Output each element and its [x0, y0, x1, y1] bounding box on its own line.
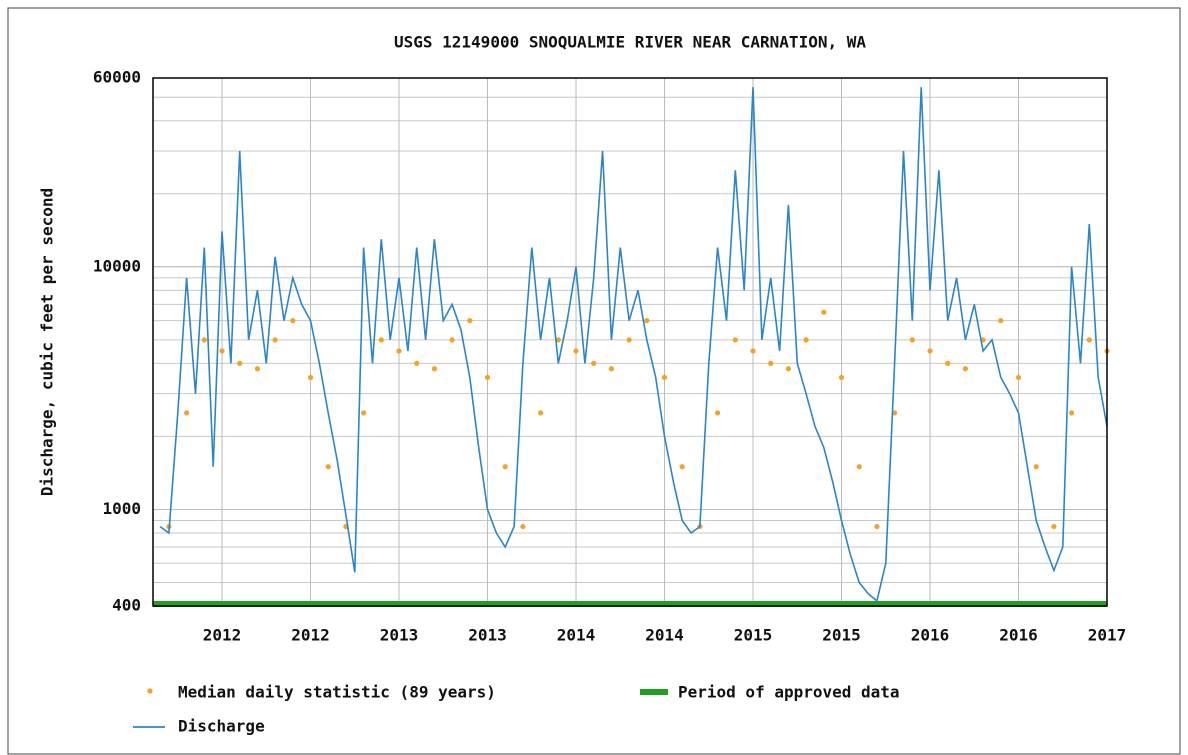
- median-point: [484, 374, 491, 381]
- median-point: [803, 337, 809, 343]
- median-point: [254, 366, 261, 372]
- median-point: [502, 464, 508, 470]
- median-point: [768, 360, 774, 366]
- x-tick-label: 2013: [468, 626, 507, 645]
- y-tick-label: 10000: [93, 256, 141, 275]
- median-point: [219, 348, 225, 354]
- median-point: [290, 318, 296, 324]
- median-point: [237, 360, 243, 366]
- median-point: [732, 337, 738, 343]
- discharge-line: [159, 87, 1108, 603]
- median-point: [201, 337, 207, 343]
- legend-label: Period of approved data: [678, 683, 900, 702]
- median-point: [1015, 374, 1022, 381]
- median-point: [396, 348, 402, 354]
- median-point: [520, 523, 526, 530]
- median-point: [538, 410, 544, 416]
- x-tick-label: 2017: [1088, 626, 1127, 645]
- y-tick-label: 1000: [102, 499, 141, 518]
- median-point: [856, 464, 862, 470]
- x-tick-label: 2016: [999, 626, 1038, 645]
- median-point: [378, 337, 384, 343]
- x-tick-label: 2015: [822, 626, 861, 645]
- median-point: [785, 366, 792, 372]
- median-point: [821, 309, 827, 315]
- x-tick-label: 2012: [203, 626, 242, 645]
- median-point: [1051, 523, 1057, 530]
- median-point: [431, 366, 438, 372]
- median-point: [325, 464, 331, 470]
- median-point: [998, 318, 1004, 324]
- median-point: [1086, 337, 1092, 343]
- median-point: [449, 337, 455, 343]
- x-tick-label: 2016: [911, 626, 950, 645]
- median-point: [838, 374, 845, 381]
- plot-frame: [152, 77, 1108, 607]
- median-point: [1069, 410, 1075, 416]
- median-point: [414, 360, 420, 366]
- median-point: [962, 366, 969, 372]
- median-point: [184, 410, 190, 416]
- median-point: [573, 348, 579, 354]
- median-point: [892, 410, 898, 416]
- y-tick-label: 400: [112, 596, 141, 615]
- median-point: [945, 360, 951, 366]
- legend-label: Median daily statistic (89 years): [178, 683, 496, 702]
- x-tick-label: 2013: [380, 626, 419, 645]
- median-point: [661, 374, 668, 381]
- median-point: [307, 374, 314, 381]
- median-point: [272, 337, 278, 343]
- median-point: [644, 318, 650, 324]
- x-tick-label: 2012: [291, 626, 330, 645]
- x-tick-label: 2014: [645, 626, 684, 645]
- frame: [7, 7, 1181, 755]
- median-point: [361, 410, 367, 416]
- median-point: [927, 348, 933, 354]
- median-point: [626, 337, 632, 343]
- median-point: [909, 337, 915, 343]
- legend-marker: [147, 688, 153, 694]
- median-point: [715, 410, 721, 416]
- median-point: [874, 523, 880, 530]
- median-point: [467, 318, 473, 324]
- legend-label: Discharge: [178, 717, 265, 736]
- median-point: [750, 348, 756, 354]
- median-point: [591, 360, 597, 366]
- median-point: [555, 337, 561, 343]
- median-point: [608, 366, 615, 372]
- y-tick-label: 60000: [93, 68, 141, 87]
- median-point: [1033, 464, 1039, 470]
- y-axis-label: Discharge, cubic feet per second: [38, 188, 57, 496]
- x-tick-label: 2014: [557, 626, 596, 645]
- x-tick-label: 2015: [734, 626, 773, 645]
- median-point: [679, 464, 685, 470]
- legend-marker: [640, 689, 668, 695]
- chart-title: USGS 12149000 SNOQUALMIE RIVER NEAR CARN…: [394, 33, 866, 52]
